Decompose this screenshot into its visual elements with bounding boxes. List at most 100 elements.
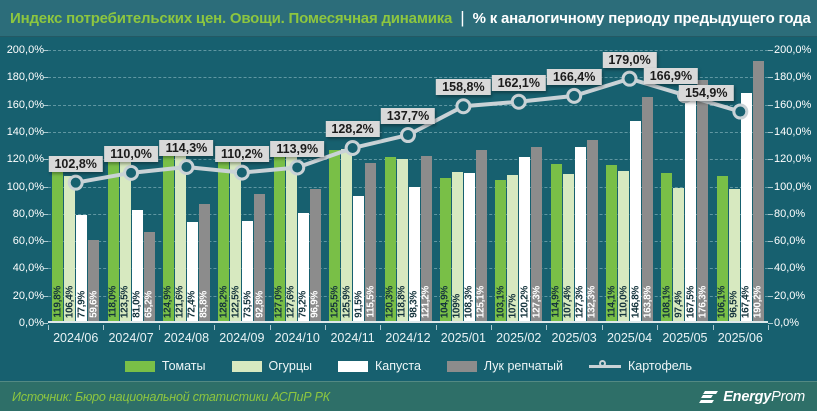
y-axis-tick [768,186,773,188]
y-axis-tick [768,50,773,51]
legend-label: Огурцы [268,359,313,373]
x-axis-label: 2024/09 [219,331,265,345]
line-value-label: 179,0% [602,51,657,68]
bar-series-1: 97,4% [673,188,685,321]
bar-series-3: 115,5% [365,163,377,321]
bar-series-1: 107,4% [562,174,574,321]
legend-swatch [231,360,262,372]
bar-series-1: 123,5% [119,152,131,321]
legend-label: Капуста [375,359,421,373]
potato-line-marker [732,103,749,120]
x-axis-tick [103,325,105,330]
y-axis-tick [43,213,48,215]
y-axis-label-left: 100,0% [6,180,44,193]
y-axis-label-left: 200,0% [6,44,44,56]
line-value-label: 154,9% [679,84,734,101]
y-axis-label-right: 100,0% [774,180,812,193]
bar-series-3: 121,2% [420,155,432,321]
line-value-label: 110,0% [104,145,158,162]
y-axis-label-left: 20,0% [12,289,44,302]
legend-item-3: Лук репчатый [446,359,563,373]
y-axis-label-right: 40,0% [774,262,806,275]
y-axis-tick [768,268,773,270]
bar-series-1: 121,6% [174,155,186,321]
x-axis-label: 2024/10 [274,331,320,345]
title-separator: | [460,8,465,27]
bar-series-0: 120,3% [384,156,396,321]
y-axis-tick [43,104,48,106]
potato-line-marker [67,174,84,191]
line-value-label: 137,7% [380,108,436,125]
gridline [48,268,768,270]
bar-series-3: 127,3% [531,147,543,321]
bar-series-1: 106,4% [64,175,76,321]
y-axis-label-right: 160,0% [774,98,812,111]
x-axis-tick [269,325,271,330]
y-axis-tick [768,295,773,297]
line-value-label: 166,4% [546,68,602,85]
potato-line-marker [566,87,583,104]
line-value-label: 128,2% [325,121,380,137]
gridline [48,50,768,51]
x-axis-tick [48,325,49,330]
bar-series-1: 107% [507,174,519,321]
bar-series-2: 73,5% [242,220,254,321]
gridline [48,104,768,106]
line-value-label: 166,9% [643,68,699,85]
bar-series-0: 128,2% [218,146,230,321]
x-axis-label: 2025/01 [440,331,486,345]
bar-series-1: 122,5% [230,153,242,321]
y-axis-tick [768,104,773,106]
source-note: Источник: Бюро национальной статистики А… [12,389,330,404]
bar-series-0: 124,9% [162,150,174,321]
x-axis-label: 2024/07 [108,331,154,345]
y-axis-tick [43,268,48,270]
gridline [48,186,768,188]
potato-line-marker [510,93,527,110]
line-value-label: 110,2% [214,145,269,162]
bar-series-2: 98,3% [408,186,420,321]
bar-series-0: 103,1% [495,180,507,321]
line-value-label: 114,3% [159,139,214,156]
legend-item-2: Капуста [338,359,421,373]
y-axis-label-left: 140,0% [6,125,44,138]
y-axis-tick [43,159,48,161]
y-axis-label-right: 140,0% [774,125,812,138]
bar-series-2: 108,3% [463,173,475,321]
bar-series-3: 59,6% [88,239,100,321]
x-axis-label: 2024/08 [163,331,210,345]
y-axis-label-left: 80,0% [12,207,44,220]
x-axis-label: 2025/06 [717,331,763,345]
y-axis-tick [43,50,48,51]
bar-series-1: 118,8% [396,158,408,321]
y-axis-label-right: 180,0% [774,71,812,84]
bar-series-0: 104,9% [439,177,451,321]
legend-swatch [124,360,155,372]
gridline [48,295,768,297]
bar-series-2: 72,4% [186,222,198,321]
y-axis-label-left: 120,0% [6,153,44,166]
potato-line-marker [455,98,472,115]
logo-text-bold: Energy [723,388,772,405]
legend-line-dot [599,360,606,367]
plot-area: 119,8% 106,4% 77,9% 59,6% 118,0% 123,5% 81,0% 6… [48,50,768,323]
energyprom-logo-text: EnergyProm [723,389,805,405]
x-axis-label: 2025/02 [496,331,542,345]
potato-line-marker [400,127,416,144]
potato-line-marker [621,70,638,87]
x-axis-tick [214,325,216,330]
legend-item-4: Картофель [589,359,692,373]
gridline [48,241,768,243]
y-axis-tick [768,159,773,161]
y-axis-label-left: 60,0% [12,235,44,248]
line-value-label: 113,9% [270,140,325,157]
bar-series-3: 65,2% [143,232,155,321]
legend-swatch [338,360,368,372]
y-axis-tick [43,241,48,243]
y-axis-label-left: 40,0% [12,262,44,275]
bar-series-1: 110,0% [618,170,630,321]
bar-series-1: 96,5% [728,189,740,321]
y-axis-label-right: 0,0% [774,317,800,329]
y-axis-tick [768,131,773,133]
